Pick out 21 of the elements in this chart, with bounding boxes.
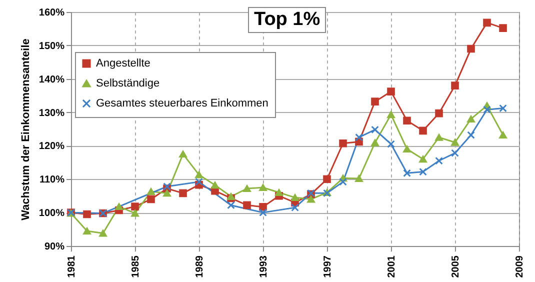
x-tick-label: 2009 (514, 255, 526, 278)
x-tick-label: 2001 (386, 255, 398, 278)
x-tick-label: 1997 (322, 255, 334, 278)
legend-label: Selbständige (96, 78, 160, 90)
x-tick-label: 1981 (66, 255, 78, 278)
legend-label: Gesamtes steuerbares Einkommen (96, 98, 268, 110)
y-tick-label: 120% (38, 141, 65, 152)
y-tick-label: 100% (38, 208, 65, 220)
y-axis-title: Wachstum der Einkommensanteile (20, 38, 32, 220)
y-tick-label: 110% (39, 174, 65, 186)
x-tick-label: 2005 (450, 255, 462, 278)
y-tick-label: 130% (38, 108, 65, 119)
y-tick-label: 140% (38, 74, 65, 86)
y-tick-label: 90% (44, 242, 65, 252)
legend-label: Angestellte (96, 58, 150, 70)
x-tick-label: 1989 (194, 255, 206, 278)
chart-title: Top 1% (248, 7, 326, 33)
y-tick-label: 160% (38, 8, 65, 18)
x-tick-label: 1993 (258, 255, 270, 278)
y-tick-label: 150% (38, 40, 65, 52)
x-tick-label: 1985 (130, 255, 142, 278)
